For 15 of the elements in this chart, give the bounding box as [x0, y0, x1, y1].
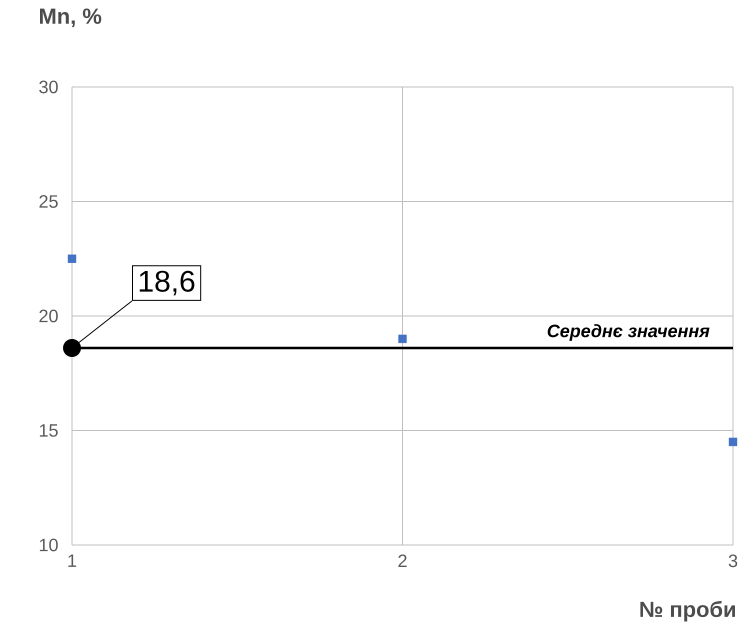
y-tick-label: 10: [40, 538, 58, 552]
x-tick-label: 2: [398, 554, 407, 568]
y-tick-label: 20: [39, 310, 58, 322]
x-tick-label: 1: [68, 554, 76, 567]
x-axis-title: № проби: [640, 600, 735, 622]
y-tick-label: 25: [39, 195, 58, 208]
y-tick-label: 15: [40, 424, 58, 437]
point: [68, 254, 76, 263]
y-tick-label: 30: [39, 80, 58, 94]
ref-line-label: Середнє значення: [548, 324, 710, 341]
x-tick-label: 3: [728, 554, 738, 568]
point: [398, 334, 407, 344]
annotation: 18,6: [140, 270, 194, 296]
y-axis-title: Mn, %: [40, 8, 102, 28]
point: [728, 438, 738, 446]
